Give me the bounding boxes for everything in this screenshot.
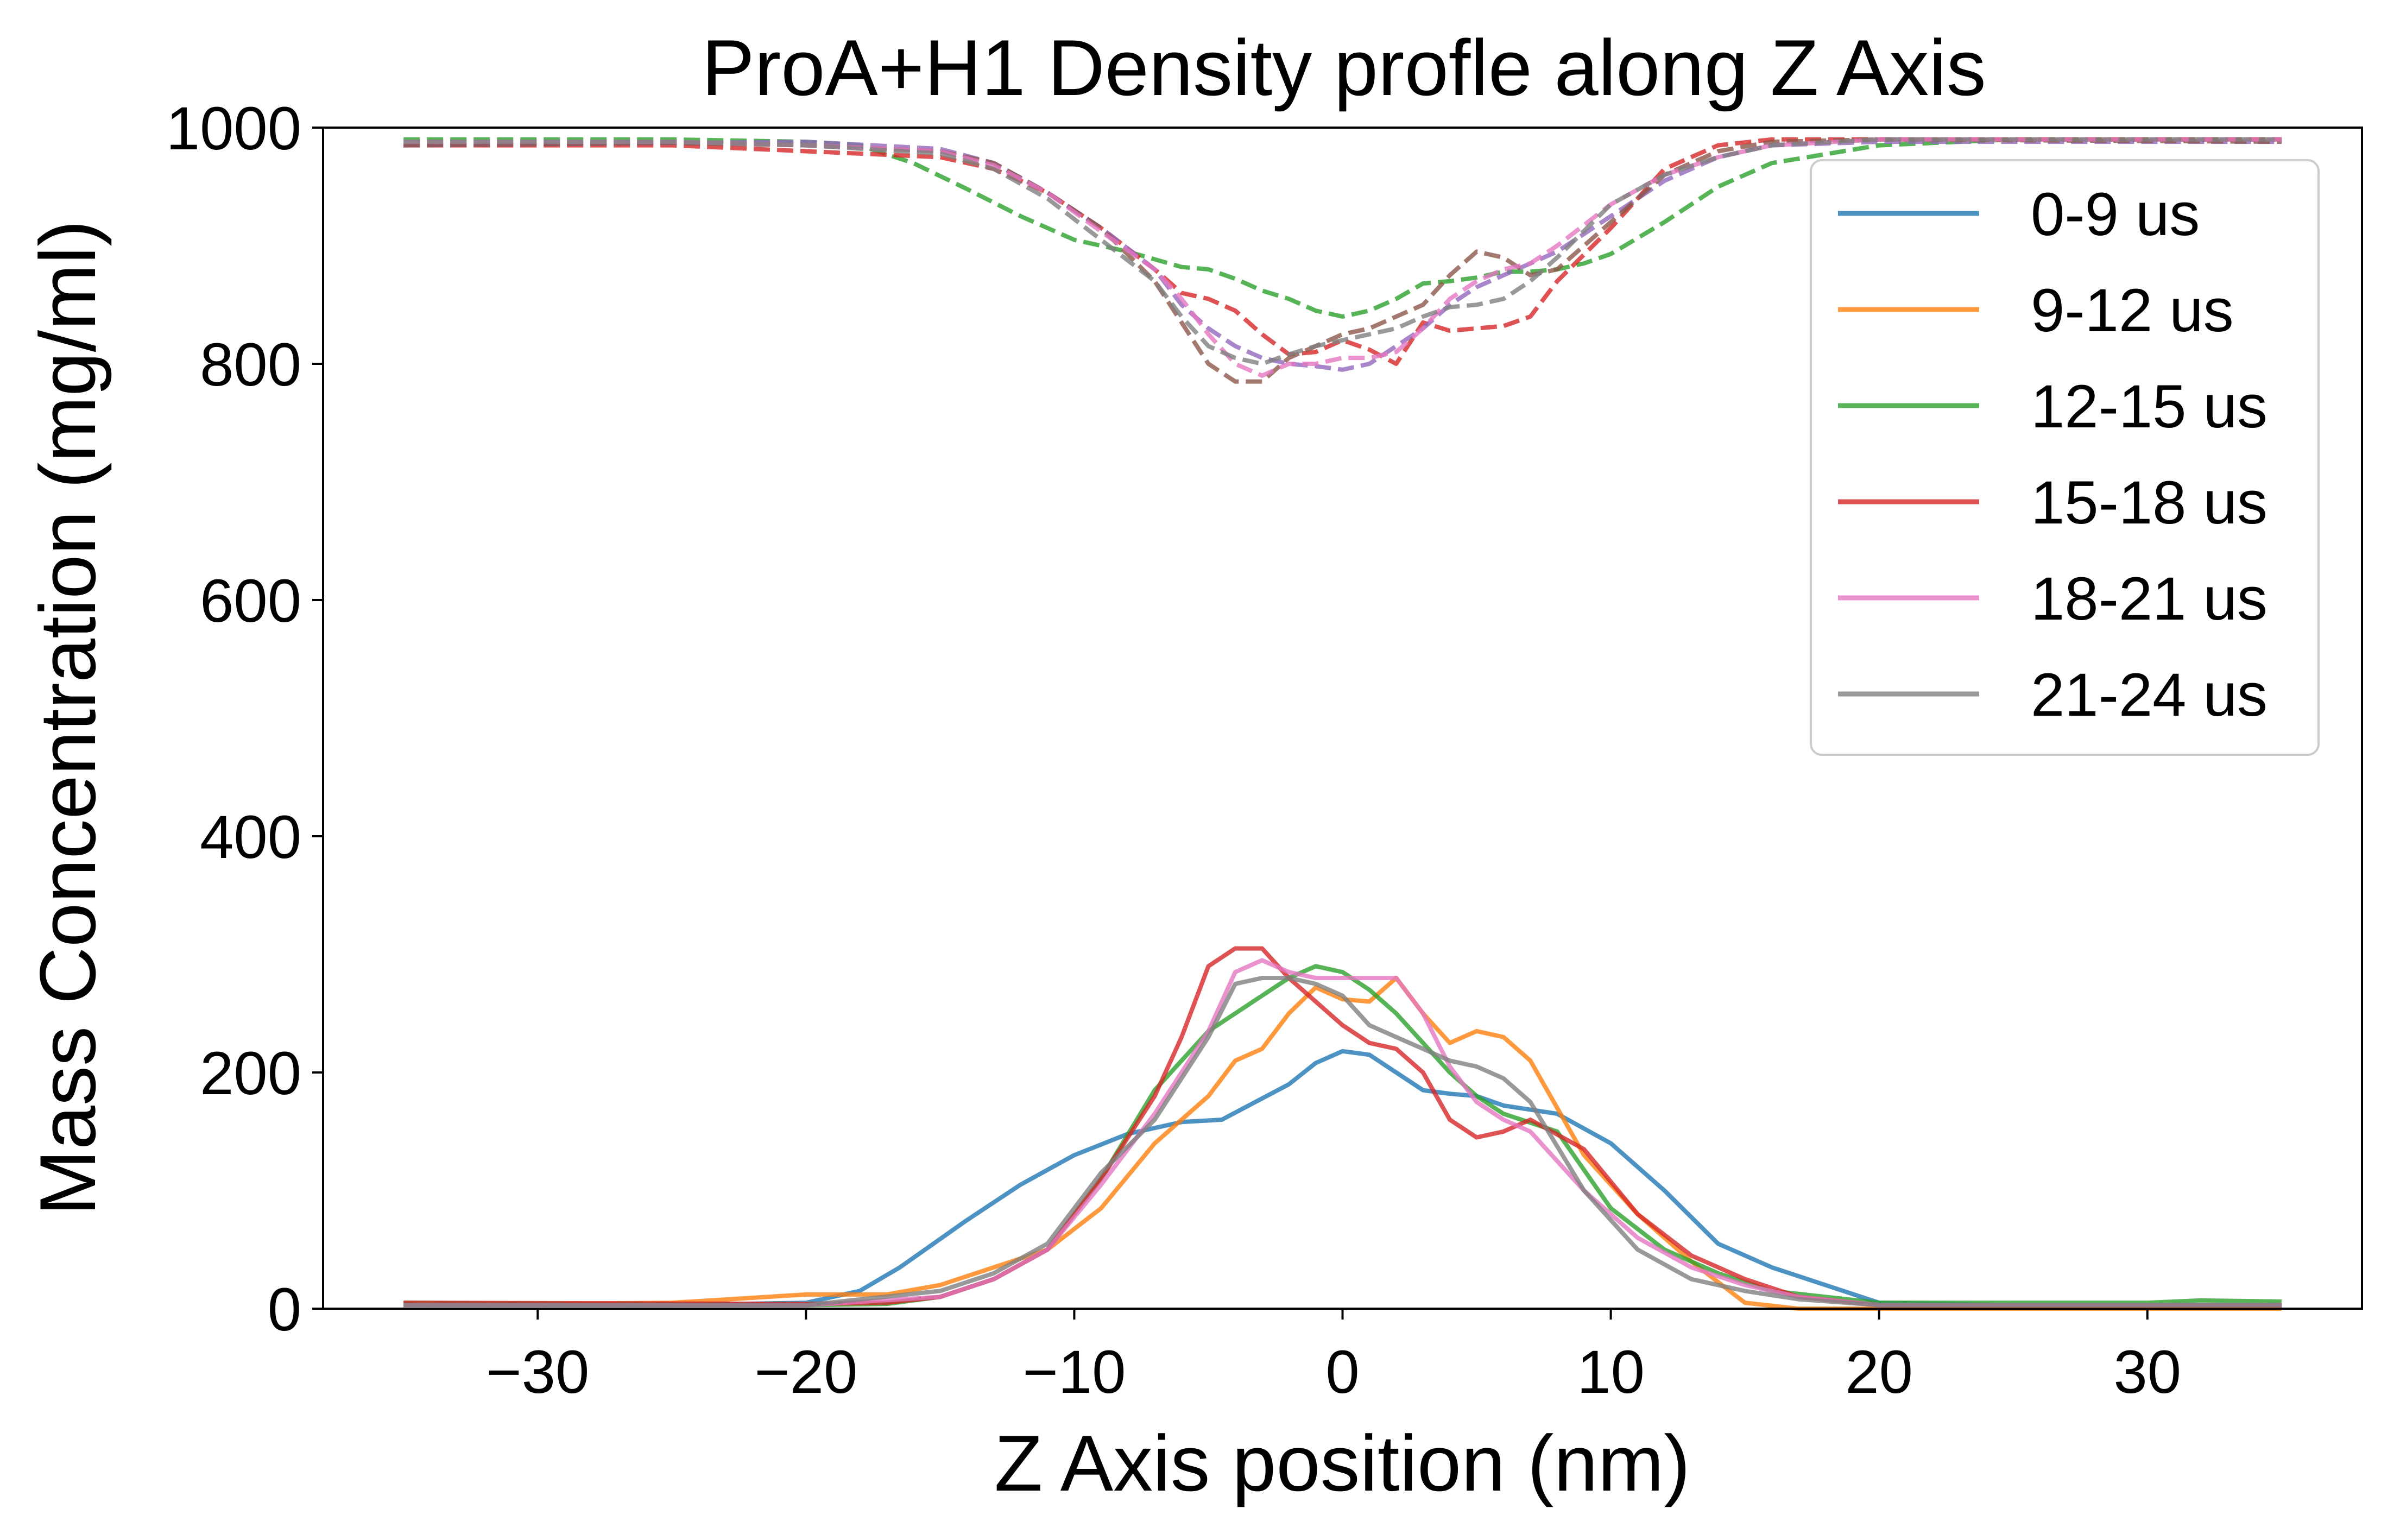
dashed-series-line-11 (403, 137, 2282, 366)
x-tick-label: 20 (1845, 1338, 1913, 1406)
series-line-5 (403, 976, 2282, 1308)
legend: 0-9 us 9-12 us 12-15 us 15-18 us 18-21 us 21-… (1810, 159, 2320, 756)
legend-label: 18-21 us (2031, 565, 2268, 633)
x-axis: −30 −20 −10 0 10 20 30 (486, 1309, 2181, 1406)
dashed-series-line-6 (403, 137, 2282, 319)
y-tick-label: 1000 (166, 94, 301, 162)
series-layer (403, 137, 2282, 1311)
legend-label: 21-24 us (2031, 661, 2268, 729)
legend-label: 12-15 us (2031, 373, 2268, 440)
x-tick-label: −20 (754, 1338, 857, 1406)
y-tick-label: 200 (200, 1039, 301, 1107)
series-line-0 (403, 1049, 2282, 1308)
x-axis-label: Z Axis position (nm) (994, 1419, 1690, 1507)
x-tick-label: −10 (1022, 1338, 1126, 1406)
x-tick-label: 10 (1577, 1338, 1645, 1406)
y-axis-label: Mass Concentration (mg/ml) (23, 220, 112, 1216)
x-tick-label: 30 (2113, 1338, 2181, 1406)
y-tick-label: 600 (200, 567, 301, 635)
series-line-4 (403, 958, 2282, 1308)
y-tick-label: 400 (200, 803, 301, 871)
legend-label: 9-12 us (2031, 276, 2234, 344)
y-tick-label: 800 (200, 331, 301, 399)
legend-label: 15-18 us (2031, 469, 2268, 537)
x-tick-label: −30 (486, 1338, 589, 1406)
legend-label: 0-9 us (2031, 180, 2200, 248)
y-axis: 0 200 400 600 800 1000 (166, 94, 323, 1343)
chart-title: ProA+H1 Density profle along Z Axis (702, 23, 1986, 112)
x-tick-label: 0 (1325, 1338, 1359, 1406)
y-tick-label: 0 (268, 1276, 301, 1343)
